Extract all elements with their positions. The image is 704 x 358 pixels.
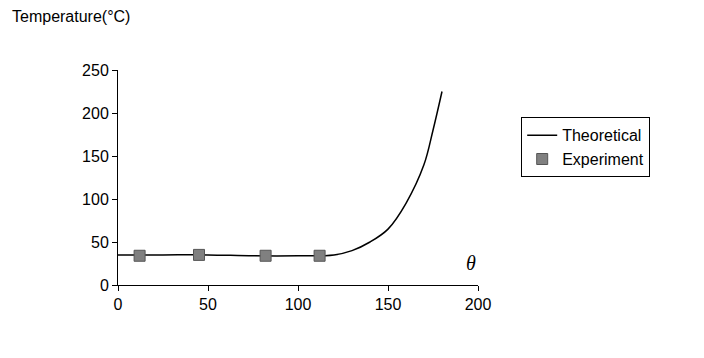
svg-text:0: 0 — [114, 296, 123, 313]
svg-text:0: 0 — [100, 277, 109, 294]
svg-text:100: 100 — [82, 191, 109, 208]
svg-text:50: 50 — [91, 234, 109, 251]
svg-text:250: 250 — [82, 62, 109, 79]
svg-text:200: 200 — [82, 105, 109, 122]
svg-text:100: 100 — [285, 296, 312, 313]
svg-text:θ: θ — [466, 252, 476, 274]
svg-text:Theoretical: Theoretical — [562, 127, 641, 144]
svg-text:Temperature(°C): Temperature(°C) — [12, 8, 130, 25]
svg-text:200: 200 — [465, 296, 492, 313]
svg-text:150: 150 — [375, 296, 402, 313]
svg-text:150: 150 — [82, 148, 109, 165]
svg-text:Experiment: Experiment — [562, 151, 643, 168]
svg-text:50: 50 — [199, 296, 217, 313]
